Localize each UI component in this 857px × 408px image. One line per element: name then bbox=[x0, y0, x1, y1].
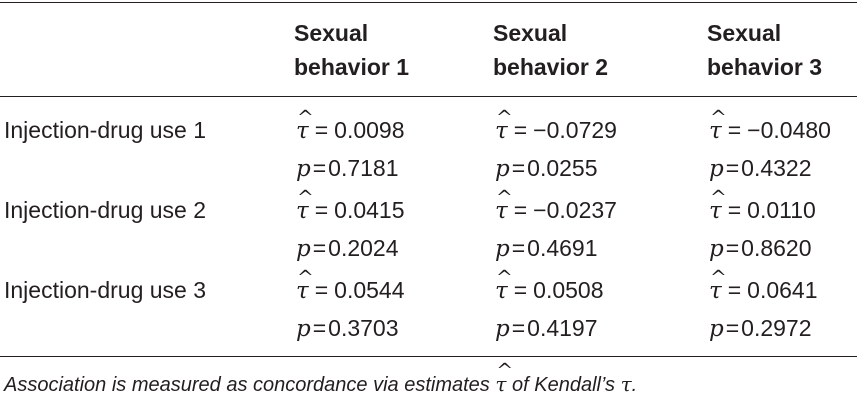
tau-cell: τ=0.0641 bbox=[709, 260, 818, 308]
column-header-line1: Sexual bbox=[294, 20, 369, 46]
row-label-injection-drug-use-3: Injection-drug use 3 bbox=[4, 277, 207, 303]
tau-cell: τ=−0.0237 bbox=[495, 180, 617, 228]
table-top-rule bbox=[0, 2, 857, 3]
column-header-sexual-behavior-2: Sexual behavior 2 bbox=[493, 16, 608, 84]
p-value-cell: p=0.3703 bbox=[296, 315, 399, 342]
column-header-line2: behavior 1 bbox=[294, 54, 410, 80]
p-value-cell: p=0.0255 bbox=[495, 155, 598, 182]
p-value-cell: p=0.2024 bbox=[296, 235, 399, 262]
p-value-cell: p=0.4197 bbox=[495, 315, 598, 342]
column-header-line2: behavior 2 bbox=[493, 54, 609, 80]
p-value-cell: p=0.8620 bbox=[709, 235, 812, 262]
tau-cell: τ=0.0415 bbox=[296, 180, 405, 228]
row-label-injection-drug-use-1: Injection-drug use 1 bbox=[4, 117, 207, 143]
column-header-sexual-behavior-3: Sexual behavior 3 bbox=[707, 16, 822, 84]
tau-cell: τ=0.0544 bbox=[296, 260, 405, 308]
p-value-cell: p=0.4322 bbox=[709, 155, 812, 182]
footnote-text-start: Association is measured as concordance v… bbox=[4, 374, 496, 396]
header-divider-rule bbox=[0, 96, 857, 97]
p-value-cell: p=0.4691 bbox=[495, 235, 598, 262]
row-label-injection-drug-use-2: Injection-drug use 2 bbox=[4, 197, 207, 223]
column-header-line1: Sexual bbox=[493, 20, 568, 46]
p-value-cell: p=0.7181 bbox=[296, 155, 399, 182]
footnote-tau: τ bbox=[620, 372, 632, 396]
tau-cell: τ=−0.0480 bbox=[709, 100, 831, 148]
footnote-tau-hat: τ bbox=[495, 355, 513, 399]
p-value-cell: p=0.2972 bbox=[709, 315, 812, 342]
tau-cell: τ=0.0508 bbox=[495, 260, 604, 308]
column-header-line1: Sexual bbox=[707, 20, 782, 46]
tau-cell: τ=0.0110 bbox=[709, 180, 816, 228]
footnote-text-middle: of Kendall’s bbox=[506, 374, 621, 396]
column-header-line2: behavior 3 bbox=[707, 54, 823, 80]
tau-cell: τ=0.0098 bbox=[296, 100, 405, 148]
table-footnote: Association is measured as concordance v… bbox=[4, 355, 638, 400]
table-bottom-rule bbox=[0, 356, 857, 357]
column-header-sexual-behavior-1: Sexual behavior 1 bbox=[294, 16, 409, 84]
tau-cell: τ=−0.0729 bbox=[495, 100, 617, 148]
footnote-text-end: . bbox=[631, 374, 638, 396]
